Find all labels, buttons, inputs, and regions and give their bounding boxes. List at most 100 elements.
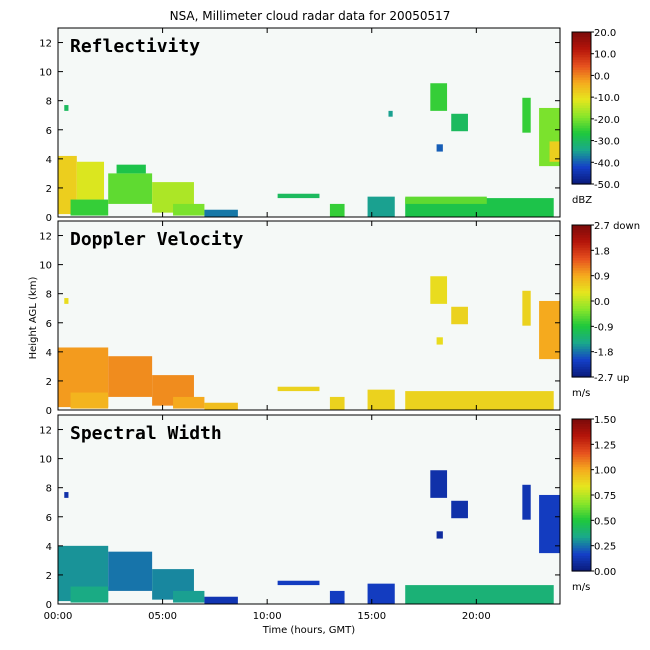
- colorbar-segment: [572, 135, 591, 139]
- colorbar-tick-label: 10.0: [594, 50, 616, 61]
- echo-region: [277, 193, 320, 199]
- echo-region: [436, 144, 443, 152]
- echo-region: [70, 392, 109, 409]
- colorbar-segment: [572, 484, 591, 488]
- y-tick-label: 10: [39, 68, 52, 79]
- colorbar-segment: [572, 110, 591, 114]
- colorbar-segment: [572, 424, 591, 428]
- colorbar-segment: [572, 543, 591, 547]
- colorbar-segment: [572, 538, 591, 542]
- colorbar-segment: [572, 285, 591, 289]
- colorbar-segment: [572, 464, 591, 468]
- echo-region: [436, 337, 443, 345]
- colorbar-tick-label: 0.75: [594, 491, 616, 502]
- echo-region: [522, 97, 531, 133]
- colorbar-segment: [572, 374, 591, 378]
- colorbar-tick-label: -2.7 up: [594, 373, 629, 384]
- echo-region: [522, 484, 531, 520]
- colorbar-segment: [572, 555, 591, 559]
- panel-1: Reflectivity 0 2 4 6 8 10 12 20.0 10.0 0.0 -10.0 -20…: [39, 27, 620, 224]
- colorbar-segment: [572, 62, 591, 66]
- colorbar-segment: [572, 181, 591, 185]
- colorbar-segment: [572, 52, 591, 56]
- echo-region: [329, 590, 345, 604]
- plot-frame: [57, 220, 561, 411]
- echo-region: [108, 356, 153, 397]
- colorbar-segment: [572, 34, 591, 38]
- colorbar-segment: [572, 492, 591, 496]
- colorbar-segment: [572, 323, 591, 327]
- colorbar-segment: [572, 311, 591, 315]
- colorbar-segment: [572, 482, 591, 486]
- echo-region: [70, 199, 109, 216]
- echo-region: [451, 113, 468, 132]
- colorbar-segment: [572, 92, 591, 96]
- colorbar-segment: [572, 171, 591, 175]
- y-tick-label: 8: [46, 290, 52, 301]
- colorbar-segment: [572, 158, 591, 162]
- y-tick-label: 4: [46, 348, 52, 359]
- colorbar-segment: [572, 469, 591, 473]
- colorbar-tick-label: 1.25: [594, 440, 616, 451]
- colorbar-segment: [572, 553, 591, 557]
- panel-2: Doppler Velocity 0 2 4 6 8 10 12 2.7 down 1.8 0.9 0…: [39, 220, 640, 417]
- colorbar-segment: [572, 275, 591, 279]
- colorbar-segment: [572, 328, 591, 332]
- colorbar-segment: [572, 278, 591, 282]
- y-axis-label: Height AGL (km): [28, 277, 39, 360]
- echo-region: [367, 583, 395, 604]
- colorbar-segment: [572, 47, 591, 51]
- y-tick-label: 4: [46, 542, 52, 553]
- echo-region: [173, 396, 205, 409]
- colorbar-segment: [572, 100, 591, 104]
- colorbar-segment: [572, 59, 591, 63]
- colorbar-unit: dBZ: [572, 195, 592, 206]
- y-tick-label: 2: [46, 571, 52, 582]
- colorbar-segment: [572, 268, 591, 272]
- colorbar-tick-label: -40.0: [594, 158, 620, 169]
- colorbar-segment: [572, 568, 591, 572]
- echo-region: [549, 141, 560, 162]
- colorbar-segment: [572, 273, 591, 277]
- colorbar-tick-label: 1.50: [594, 415, 616, 426]
- colorbar-segment: [572, 431, 591, 435]
- echo-region: [451, 500, 468, 519]
- colorbar-segment: [572, 520, 591, 524]
- colorbar-segment: [572, 361, 591, 365]
- colorbar-segment: [572, 515, 591, 519]
- colorbar-segment: [572, 252, 591, 256]
- y-tick-label: 0: [46, 406, 52, 417]
- y-tick-label: 2: [46, 184, 52, 195]
- colorbar-tick-label: 0.50: [594, 516, 616, 527]
- x-tick-label: 05:00: [148, 611, 177, 622]
- colorbar-segment: [572, 356, 591, 360]
- colorbar-segment: [572, 57, 591, 61]
- colorbar-tick-label: 0.00: [594, 567, 616, 578]
- y-tick-label: 10: [39, 455, 52, 466]
- echo-region: [329, 396, 345, 410]
- colorbar-segment: [572, 130, 591, 134]
- colorbar-segment: [572, 270, 591, 274]
- colorbar-segment: [572, 161, 591, 165]
- y-tick-label: 12: [39, 426, 52, 437]
- colorbar-segment: [572, 49, 591, 53]
- colorbar-segment: [572, 550, 591, 554]
- colorbar-segment: [572, 366, 591, 370]
- colorbar-segment: [572, 502, 591, 506]
- x-axis-label: Time (hours, GMT): [262, 625, 356, 636]
- colorbar-segment: [572, 97, 591, 101]
- colorbar-segment: [572, 67, 591, 71]
- colorbar-segment: [572, 426, 591, 430]
- colorbar-segment: [572, 138, 591, 142]
- colorbar-segment: [572, 354, 591, 358]
- colorbar-tick-label: 2.7 down: [594, 221, 640, 232]
- colorbar-segment: [572, 232, 591, 236]
- colorbar-segment: [572, 178, 591, 183]
- colorbar-segment: [572, 459, 591, 463]
- colorbar-segment: [572, 242, 591, 246]
- colorbar-tick-label: -20.0: [594, 115, 620, 126]
- y-tick-label: 0: [46, 600, 52, 611]
- colorbar-segment: [572, 457, 591, 461]
- echo-region: [204, 209, 238, 217]
- echo-region: [108, 173, 153, 204]
